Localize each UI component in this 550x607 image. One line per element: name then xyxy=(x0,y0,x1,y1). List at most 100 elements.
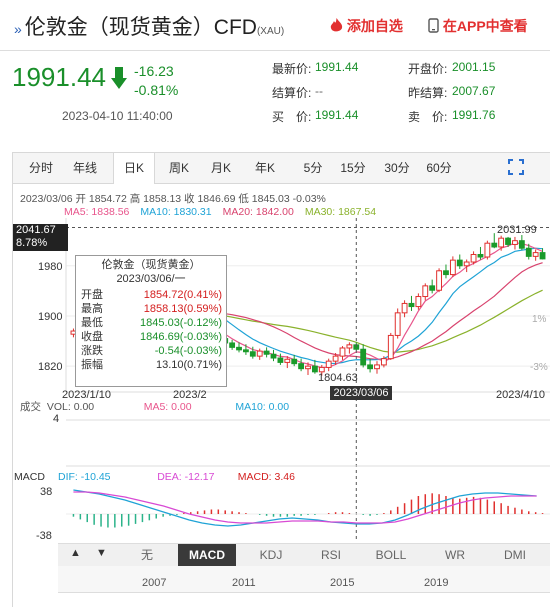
quote-value: 1991.76 xyxy=(452,108,496,122)
change-value: -16.23 xyxy=(134,63,174,79)
quote-value: 1991.44 xyxy=(315,108,359,122)
macd-bottom-scale: -38 xyxy=(36,530,52,542)
quote-value: 2001.15 xyxy=(452,60,496,74)
crosshair-date: 2023/03/06 xyxy=(330,386,392,400)
candle-body xyxy=(525,247,532,257)
tab-6[interactable]: 5分 xyxy=(303,161,323,175)
tab-8[interactable]: 30分 xyxy=(384,161,410,175)
indicator-tab-2[interactable]: KDJ xyxy=(259,548,283,562)
macd-top-scale: 38 xyxy=(40,486,53,498)
candle-body xyxy=(242,349,249,353)
candle-body xyxy=(318,366,325,373)
candle-body xyxy=(305,365,311,370)
fullscreen-icon[interactable] xyxy=(508,159,524,175)
navigator-year: 2007 xyxy=(142,577,167,589)
candle-body xyxy=(236,346,242,351)
tooltip-date: 2023/03/06/一 xyxy=(76,273,226,286)
tab-4[interactable]: 月K xyxy=(210,161,231,175)
macd-legend: DIF: -10.45 DEA: -12.17 MACD: 3.46 xyxy=(58,471,295,483)
scroll-right-icon[interactable]: ▼ xyxy=(96,547,107,559)
tab-0[interactable]: 分时 xyxy=(28,161,53,175)
crosshair-percent: 8.78% xyxy=(16,237,48,249)
candle-body xyxy=(284,358,291,363)
tooltip-row: 涨跌 -0.54(-0.03%) xyxy=(76,345,226,358)
indicator-tab-4[interactable]: BOLL xyxy=(375,548,407,562)
tab-7[interactable]: 15分 xyxy=(340,161,366,175)
candle-body xyxy=(256,350,263,357)
candle-body xyxy=(380,358,387,366)
candle-body xyxy=(512,240,518,245)
quote-label: 最新价: xyxy=(272,62,312,76)
tooltip-key: 最高 xyxy=(81,303,103,315)
vol-ma5: MA5: 0.00 xyxy=(143,401,192,413)
indicator-tab-5[interactable]: WR xyxy=(445,548,465,562)
candle-body xyxy=(505,237,511,245)
volume-title: 成交 xyxy=(20,401,41,413)
navigator-year: 2019 xyxy=(424,577,449,589)
candle-body xyxy=(374,364,380,370)
indicator-tab-0[interactable]: 无 xyxy=(140,548,153,562)
vol-ma10: MA10: 0.00 xyxy=(235,401,290,413)
indicator-tab-1[interactable]: MACD xyxy=(178,544,236,566)
candle-body xyxy=(470,253,477,263)
dea-line xyxy=(73,491,537,524)
vol-value: VOL: 0.00 xyxy=(46,401,95,413)
tooltip-value: 1846.69(-0.03%) xyxy=(140,331,222,343)
open-app-button[interactable]: 在APP中查看 xyxy=(428,16,528,36)
x-tick-label: 2023/1/10 xyxy=(62,389,111,401)
quote-label: 昨结算: xyxy=(408,86,448,100)
tooltip-value: 1854.72(0.41%) xyxy=(143,289,222,301)
navigator-year: 2011 xyxy=(232,577,256,589)
x-tick-label: 2023/4/10 xyxy=(496,389,545,401)
candle-body xyxy=(249,351,256,357)
candle-body xyxy=(360,348,367,366)
change-percent: -0.81% xyxy=(134,82,179,98)
volume-scale: 4 xyxy=(53,413,60,425)
candle-body xyxy=(429,285,436,291)
indicator-tab-3[interactable]: RSI xyxy=(320,548,341,562)
add-favorite-label: 添加自选 xyxy=(346,18,403,34)
candle-body xyxy=(401,302,408,314)
tooltip-value: 13.10(0.71%) xyxy=(155,359,222,371)
y-tick-label: 1900 xyxy=(38,311,62,323)
page-header xyxy=(0,0,550,54)
candle-body xyxy=(408,302,415,308)
tooltip-row: 收盘 1846.69(-0.03%) xyxy=(76,331,226,344)
navigator-year: 2015 xyxy=(330,577,355,589)
candle-body xyxy=(498,237,505,248)
quote-value: 1991.44 xyxy=(315,60,359,74)
tab-9[interactable]: 60分 xyxy=(426,161,452,175)
candle-body xyxy=(491,242,498,248)
high-label: 2031.99 xyxy=(497,224,537,236)
price-change: -16.23 -0.81% xyxy=(134,62,178,100)
tab-2[interactable]: 日K xyxy=(113,153,155,184)
crosshair-price: 2041.67 xyxy=(16,224,56,236)
instrument-name: 伦敦金（现货黄金）CFD xyxy=(24,16,257,39)
candle-body xyxy=(332,355,339,362)
tooltip-key: 收盘 xyxy=(81,331,103,343)
chevron-right-icon: » xyxy=(14,21,22,37)
ma-1: MA10: 1830.31 xyxy=(140,206,212,218)
tooltip-value: 1845.03(-0.12%) xyxy=(140,317,222,329)
quote-label: 开盘价: xyxy=(408,62,448,76)
candle-body xyxy=(387,334,394,360)
tab-3[interactable]: 周K xyxy=(168,161,189,175)
indicator-tab-6[interactable]: DMI xyxy=(504,548,526,562)
pct-scale-label: 1% xyxy=(532,314,547,325)
period-tabs: 分时 年线 日K 周K 月K 年K 5分 15分 30分 60分 xyxy=(13,153,550,184)
tab-5[interactable]: 年K xyxy=(254,161,275,175)
dif-line xyxy=(73,489,537,527)
tab-1[interactable]: 年线 xyxy=(72,161,97,175)
candle-body xyxy=(325,360,332,368)
history-navigator[interactable] xyxy=(58,566,550,593)
candle-body xyxy=(339,347,346,357)
scroll-left-icon[interactable]: ▲ xyxy=(70,547,81,559)
macd-dif: DIF: -10.45 xyxy=(58,471,111,483)
candle-body xyxy=(539,252,546,260)
candle-body xyxy=(394,312,401,336)
add-favorite-button[interactable]: 添加自选 xyxy=(330,16,403,36)
candle-body xyxy=(443,270,449,276)
indicator-tabs: 无 MACD KDJ RSI BOLL WR DMI xyxy=(58,543,550,567)
quote-value: 2007.67 xyxy=(452,84,496,98)
low-label: 1804.63 xyxy=(318,372,358,384)
